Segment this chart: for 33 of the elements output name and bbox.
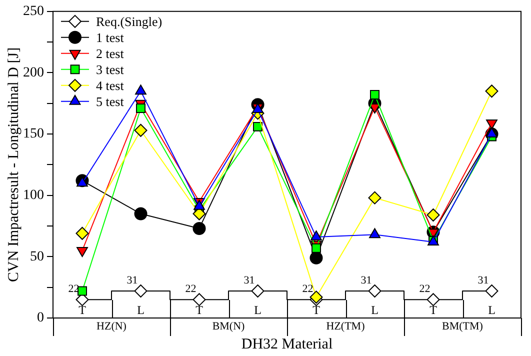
legend-label: 3 test bbox=[96, 62, 124, 77]
y-tick-label: 50 bbox=[30, 249, 44, 264]
text: HZ(TM) bbox=[326, 320, 366, 332]
y-tick-label: 250 bbox=[23, 4, 44, 20]
text: BM(N) bbox=[212, 320, 246, 332]
y-tick-label: 200 bbox=[23, 65, 44, 80]
x-tick-label: L bbox=[137, 303, 144, 318]
x-axis-title: DH32 Material bbox=[241, 336, 333, 352]
x-tick-label: L bbox=[371, 303, 378, 318]
legend-label: 2 test bbox=[96, 46, 124, 61]
y-tick-label: 100 bbox=[23, 188, 44, 204]
annotation: 22 bbox=[302, 282, 314, 295]
annotation: 22 bbox=[419, 282, 430, 295]
x-tick-label: L bbox=[488, 303, 496, 318]
annotation: 31 bbox=[478, 274, 489, 286]
legend-label: 4 test bbox=[96, 78, 124, 93]
text: BM(TM) bbox=[442, 320, 484, 332]
legend-label: Req.(Single) bbox=[96, 14, 162, 29]
legend-label: 1 test bbox=[96, 30, 124, 45]
annotation: 31 bbox=[244, 274, 255, 286]
text: HZ(N) bbox=[96, 320, 127, 332]
annotation: 22 bbox=[185, 282, 196, 295]
legend-label: 5 test bbox=[96, 94, 124, 109]
annotation: 31 bbox=[360, 274, 372, 286]
y-tick-label: 150 bbox=[23, 126, 44, 142]
x-tick-label: T bbox=[312, 303, 321, 318]
x-tick-label: T bbox=[196, 303, 204, 318]
x-tick-label: T bbox=[78, 303, 87, 318]
y-axis-title: CVN Impactresult - Longitudinal D [J] bbox=[6, 47, 22, 282]
x-tick-label: L bbox=[254, 303, 262, 318]
y-tick-label: 0 bbox=[37, 310, 44, 326]
annotation: 31 bbox=[126, 274, 138, 286]
x-tick-label: T bbox=[430, 303, 438, 318]
